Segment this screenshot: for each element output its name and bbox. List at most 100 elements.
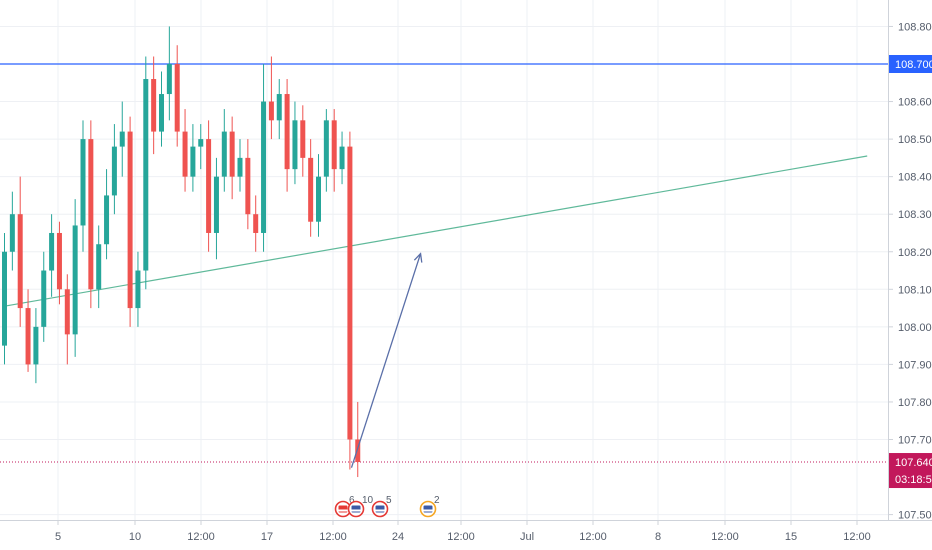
flag-icon-stripe [351,509,361,512]
candle-body [17,214,23,309]
candle [253,195,259,252]
candle-body [104,195,110,245]
candle-body [268,101,274,121]
economic-events[interactable]: 6 10 5 2 [334,495,441,518]
projection-arrow-shaft[interactable] [350,253,422,468]
candle [182,109,188,192]
event-count-label: 5 [386,495,392,506]
candle-body [284,94,290,170]
candle-body [300,120,306,158]
candle-body [331,120,337,170]
candle [276,79,282,140]
time-tick-label: 12:00 [579,531,607,543]
candle-body [143,79,149,271]
time-tick-label: 8 [655,531,661,543]
candle [300,105,306,177]
candle [166,26,172,121]
candle-body [316,176,321,222]
event-marker[interactable]: 2 [419,495,441,518]
bar-countdown-label-background [889,470,932,489]
candle-body [253,214,259,233]
price-tick-label: 107.700 [898,435,932,447]
price-tick-label: 108.500 [898,134,932,146]
candle [229,116,235,200]
event-count-label: 10 [362,495,374,506]
flag-icon-stripe [423,509,433,512]
horizontal-levels [0,63,888,463]
projection-arrow-layer [350,252,423,468]
candle-body [229,131,235,177]
candlestick-series [2,26,361,478]
time-tick-label: 5 [55,531,61,543]
event-count-label: 6 [349,495,355,506]
candle-body [308,157,314,222]
candle [213,157,219,260]
candle [88,120,94,309]
flag-icon-stripe [375,509,385,512]
time-axis[interactable]: 5 10 12:00 17 12:00 24 12:00 Jul 12:00 8 12:00 15 12… [55,520,871,543]
candle-body [182,131,188,177]
current-price-label-background [889,453,932,472]
candle [261,64,267,252]
candle [9,191,15,271]
time-tick-label: 15 [785,531,797,543]
candle [17,176,23,327]
candle-body [72,225,78,335]
candle-body [49,232,55,271]
event-marker[interactable]: 5 [371,495,393,518]
resistance-price-label: 108.700 [895,59,932,71]
time-tick-label: 12:00 [447,531,475,543]
time-tick-label: 12:00 [319,531,347,543]
candle-body [237,157,243,177]
current-price-label: 107.640 [895,457,932,469]
price-labels: 108.700 107.640 03:18:53 [889,55,932,489]
candle-body [292,120,298,170]
candle [174,45,180,147]
candle [159,71,164,147]
candle-body [135,270,141,309]
price-tick-label: 107.800 [898,397,932,409]
candle-body [25,308,31,365]
ascending-trend-line[interactable] [4,155,868,307]
candle-body [9,214,15,252]
candle [339,131,345,185]
candle-body [213,176,219,233]
candle [2,232,7,365]
price-tick-label: 108.200 [898,247,932,259]
candle [25,289,31,372]
flag-icon-stripe [338,509,348,512]
candle-body [119,131,125,147]
time-tick-label: 12:00 [187,531,215,543]
candle-body [174,64,180,132]
candle [119,101,125,177]
event-marker[interactable]: 10 [347,495,374,518]
candle-body [41,270,47,327]
candle [206,120,212,252]
price-tick-label: 108.600 [898,97,932,109]
candle-body [221,131,227,177]
event-marker[interactable]: 6 [334,495,356,518]
candle-body [56,232,62,290]
candle [284,79,290,192]
candle-body [151,79,157,132]
candle-body [159,94,164,132]
candle [49,214,55,297]
candle [64,274,70,365]
candle-body [64,289,70,335]
candle [151,56,157,155]
candle [72,199,78,357]
candle [56,221,62,305]
candle-body [2,251,7,346]
time-tick-label: 12:00 [711,531,739,543]
candle [111,124,117,215]
candle [33,308,39,384]
candle [308,139,314,237]
event-count-label: 2 [434,495,440,506]
candle [316,154,321,237]
candle [135,251,141,327]
trend-line-layer [4,155,868,307]
candle-body [323,120,329,177]
candle-body [261,101,267,233]
candle [80,120,86,252]
